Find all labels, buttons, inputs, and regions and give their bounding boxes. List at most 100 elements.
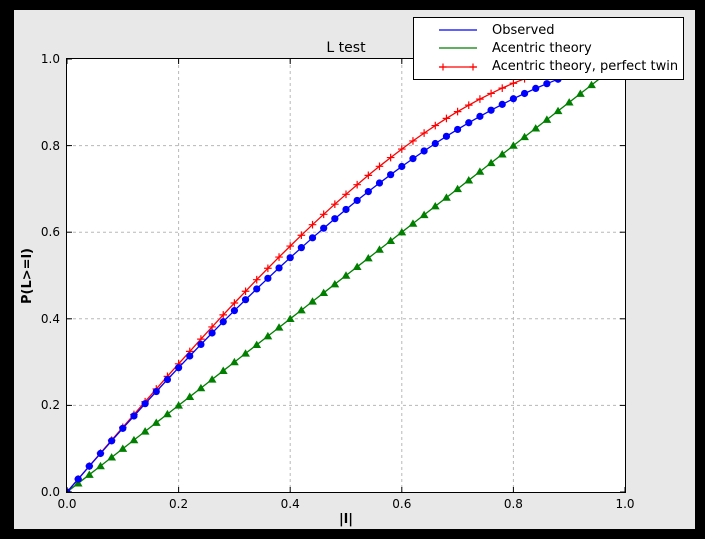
marker-circle xyxy=(320,224,328,232)
marker-triangle xyxy=(520,132,529,141)
legend-item: Observed xyxy=(414,21,683,39)
marker-plus xyxy=(331,200,339,208)
marker-triangle xyxy=(352,262,362,271)
marker-triangle xyxy=(553,106,563,115)
marker-triangle xyxy=(84,470,94,478)
marker-circle xyxy=(420,147,428,155)
marker-triangle xyxy=(464,176,474,184)
x-axis-label: |l| xyxy=(339,512,353,527)
marker-circle xyxy=(454,125,462,134)
marker-triangle xyxy=(308,297,317,305)
marker-plus xyxy=(353,180,361,189)
marker-plus xyxy=(398,145,406,153)
marker-circle xyxy=(141,400,149,408)
marker-circle xyxy=(175,364,183,372)
marker-triangle xyxy=(497,150,507,158)
legend-item: Acentric theory xyxy=(414,39,683,57)
marker-circle xyxy=(342,205,350,214)
marker-circle xyxy=(253,285,261,293)
y-tick-label: 0.4 xyxy=(40,311,60,326)
marker-plus xyxy=(342,190,350,199)
marker-circle xyxy=(219,318,227,326)
marker-circle xyxy=(208,329,216,337)
marker-circle xyxy=(431,139,439,148)
legend-line-sample xyxy=(439,63,477,71)
marker-plus xyxy=(442,114,451,123)
marker-plus xyxy=(275,253,283,261)
marker-triangle xyxy=(419,210,429,219)
plot-area xyxy=(66,58,626,493)
marker-circle xyxy=(387,171,395,179)
y-tick-label: 0.8 xyxy=(40,138,60,153)
marker-circle xyxy=(398,162,406,171)
marker-plus xyxy=(230,299,239,307)
marker-triangle xyxy=(542,115,552,123)
marker-triangle xyxy=(107,453,117,461)
marker-triangle xyxy=(397,228,407,236)
marker-circle xyxy=(74,475,82,483)
x-tick-label: 0.2 xyxy=(169,497,189,511)
marker-triangle xyxy=(509,141,518,149)
marker-triangle xyxy=(575,89,585,97)
marker-plus xyxy=(409,137,417,145)
marker-plus xyxy=(476,95,484,103)
marker-plus xyxy=(297,231,306,240)
marker-circle xyxy=(152,387,160,396)
legend-label: Acentric theory xyxy=(492,40,592,56)
marker-triangle xyxy=(408,219,418,227)
marker-triangle xyxy=(73,479,83,487)
marker-triangle xyxy=(442,193,451,201)
marker-triangle xyxy=(375,245,384,253)
marker-plus xyxy=(487,89,495,98)
marker-circle xyxy=(364,188,372,196)
marker-circle xyxy=(409,155,417,163)
marker-triangle xyxy=(319,288,329,297)
marker-circle xyxy=(241,296,250,304)
plot-svg xyxy=(67,59,625,492)
legend-item: Acentric theory, perfect twin xyxy=(414,58,683,76)
marker-triangle xyxy=(207,375,217,383)
chart-title: L test xyxy=(326,40,366,56)
marker-triangle xyxy=(386,236,396,245)
legend: Observed Acentric theory Acentric theory, … xyxy=(413,17,684,80)
marker-triangle xyxy=(531,124,541,132)
marker-circle xyxy=(543,80,551,88)
marker-triangle xyxy=(564,98,574,106)
marker-triangle xyxy=(118,444,128,452)
y-tick-label: 0.2 xyxy=(40,398,60,413)
marker-circle xyxy=(85,462,93,470)
marker-plus xyxy=(308,220,317,229)
marker-circle xyxy=(476,112,484,120)
marker-triangle xyxy=(296,305,306,314)
marker-triangle xyxy=(185,392,195,400)
marker-plus xyxy=(431,121,440,130)
marker-circle xyxy=(96,449,105,458)
marker-plus xyxy=(375,162,384,171)
marker-circle xyxy=(509,95,517,103)
marker-circle xyxy=(331,215,339,223)
y-tick-label: 1.0 xyxy=(40,52,60,66)
marker-circle xyxy=(108,437,116,445)
marker-triangle xyxy=(140,427,150,435)
marker-triangle xyxy=(274,323,284,331)
marker-plus xyxy=(464,101,473,109)
legend-plus-marker xyxy=(469,63,477,71)
marker-triangle xyxy=(341,271,351,279)
marker-triangle xyxy=(430,202,440,210)
marker-triangle xyxy=(230,357,239,366)
marker-circle xyxy=(186,352,194,360)
marker-triangle xyxy=(285,314,295,322)
y-tick-label: 0.0 xyxy=(40,485,60,499)
x-tick-label: 0.0 xyxy=(57,497,77,511)
legend-line-sample xyxy=(439,29,477,31)
x-tick-label: 0.8 xyxy=(503,497,523,511)
marker-triangle xyxy=(486,158,496,167)
legend-line-sample xyxy=(439,47,477,50)
marker-plus xyxy=(252,275,261,284)
legend-label: Observed xyxy=(492,22,555,38)
marker-circle xyxy=(275,264,283,272)
x-tick-label: 0.6 xyxy=(392,497,412,511)
marker-plus xyxy=(364,171,373,180)
marker-circle xyxy=(197,340,205,349)
